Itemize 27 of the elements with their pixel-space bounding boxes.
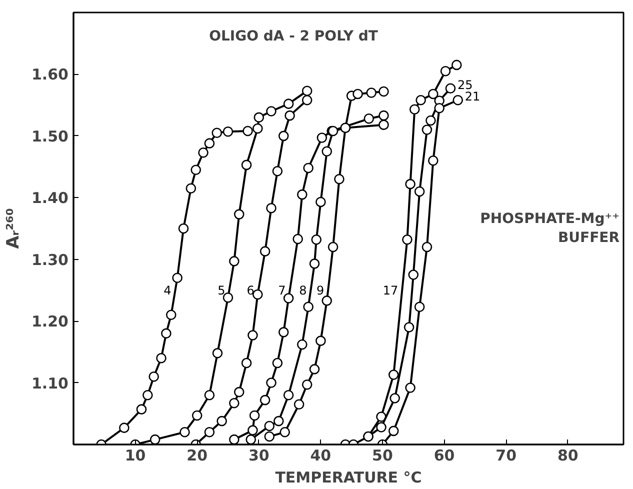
series-label: 6 [246, 284, 254, 298]
x-tick-label: 50 [372, 446, 393, 464]
series-label: 5 [218, 284, 226, 298]
x-tick-label: 60 [434, 446, 455, 464]
y-tick-label: 1.60 [31, 66, 69, 84]
series-label: 21 [464, 90, 480, 104]
series-label: 8 [299, 284, 307, 298]
x-tick-label: 30 [248, 446, 270, 464]
series-label: 25 [457, 78, 473, 92]
annotation: PHOSPHATE-Mg⁺⁺ BUFFER [480, 210, 620, 246]
x-tick-label: 20 [186, 446, 208, 464]
text: OLIGO dA - 2 POLY dT [209, 28, 378, 44]
y-tick-label: 1.40 [31, 189, 69, 208]
x-tick-label: 10 [124, 446, 146, 464]
y-tick-label: 1.30 [31, 250, 69, 269]
series-label: 17 [382, 284, 398, 298]
y-tick-label: 1.20 [31, 312, 69, 331]
y-axis-title: Aᵣ²⁶⁰ [3, 208, 24, 249]
x-tick-label: 40 [310, 446, 332, 464]
series-label: 4 [164, 284, 172, 298]
x-tick-label: 80 [557, 446, 578, 464]
y-tick-label: 1.50 [31, 127, 69, 146]
series-label: 9 [316, 284, 324, 298]
x-axis-title: TEMPERATURE °C [275, 468, 422, 486]
x-tick-label: 70 [496, 446, 517, 464]
series-label: 7 [278, 284, 286, 298]
y-tick-label: 1.10 [31, 374, 69, 392]
